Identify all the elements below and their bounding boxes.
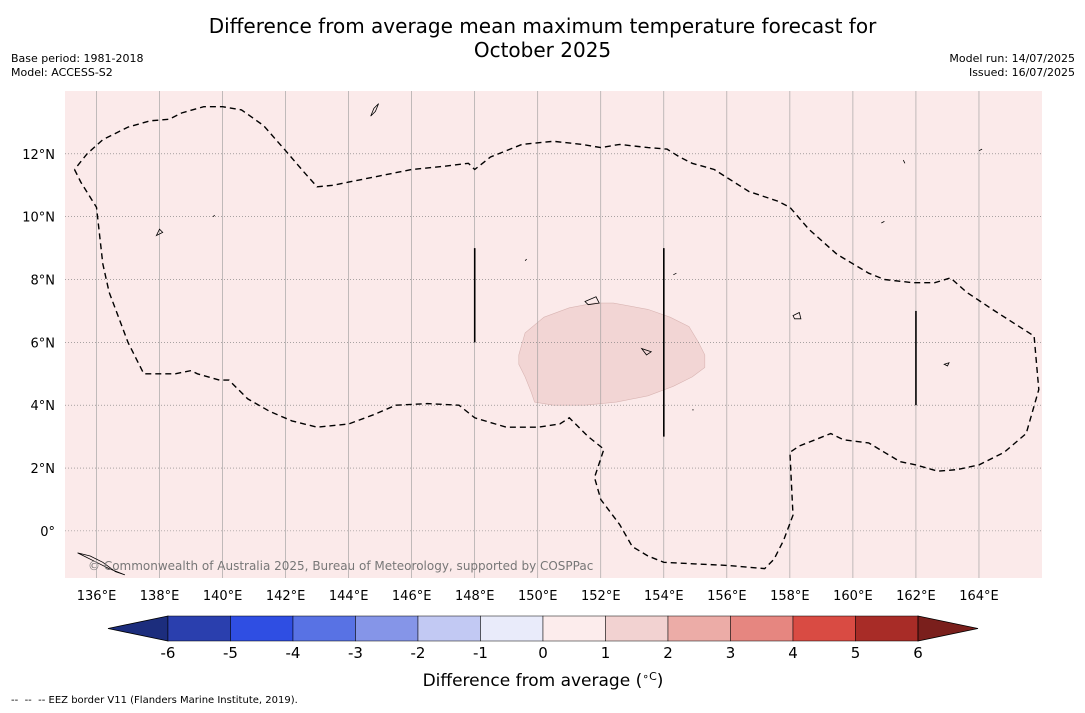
colorbar-tick-label: -6 [161,644,176,662]
colorbar-bin [730,615,794,642]
lon-tick-label: 160°E [833,589,873,604]
colorbar-bin [855,615,919,642]
lon-tick-label: 156°E [707,589,747,604]
colorbar-bin [355,615,419,642]
colorbar-tick-label: -2 [411,644,426,662]
lat-tick-label: 10°N [22,211,55,226]
model: Model: ACCESS-S2 [11,66,144,80]
colorbar-bin [167,615,231,642]
issued-value: 16/07/2025 [1011,66,1075,79]
title-line-2: October 2025 [473,38,612,62]
lat-tick-label: 0° [40,525,55,540]
colorbar-tick-label: -4 [286,644,301,662]
colorbar-tick-label: 3 [726,644,736,662]
lon-tick-label: 158°E [770,589,810,604]
island-islet-b [978,148,983,152]
colorbar-tick-label: 1 [601,644,611,662]
meta-right: Model run: 14/07/2025 Issued: 16/07/2025 [949,52,1075,80]
island-new-guinea-coast [77,552,126,576]
model-run-label: Model run: [949,52,1009,65]
lon-tick-label: 142°E [266,589,306,604]
colorbar-title-text: Difference from average ( [423,671,643,691]
island-pohnpei [792,311,802,320]
colorbar-bin [605,615,669,642]
model-label: Model: [11,66,48,79]
colorbar-extend-low [107,615,169,642]
base-period: Base period: 1981-2018 [11,52,144,66]
colorbar-tick-label: 4 [788,644,798,662]
model-value: ACCESS-S2 [51,66,113,79]
island-chuuk [584,296,600,306]
map-content: © Commonwealth of Australia 2025, Bureau… [65,91,1042,578]
colorbar-tick-label: -1 [473,644,488,662]
colorbar-tick-label: 6 [913,644,923,662]
map-panel: © Commonwealth of Australia 2025, Bureau… [65,91,1042,578]
base-period-label: Base period: [11,52,81,65]
lat-tick-label: 8°N [31,274,56,289]
model-run-value: 14/07/2025 [1011,52,1075,65]
colorbar-tick-label: -3 [348,644,363,662]
colorbar-tick-label: 2 [663,644,673,662]
issued-label: Issued: [968,66,1009,79]
colorbar-tick-label: 5 [851,644,861,662]
lon-tick-label: 150°E [518,589,558,604]
lon-tick-label: 146°E [392,589,432,604]
island-kapinga [640,347,653,356]
island-ulithi [212,214,215,217]
lon-tick-label: 144°E [329,589,369,604]
colorbar-tick-label: -5 [223,644,238,662]
axis-ticks: 136°E 138°E 140°E 142°E 144°E 146°E 148°E 150°E… [22,148,999,604]
island-islet-e [524,258,527,261]
colorbar-bin [292,615,356,642]
island-islet-a [673,272,677,276]
copyright-notice: © Commonwealth of Australia 2025, Bureau… [88,559,593,573]
colorbar-title-close: ) [657,671,664,691]
lon-tick-label: 164°E [959,589,999,604]
eez-border-line [73,105,1040,570]
lon-tick-label: 154°E [644,589,684,604]
lon-tick-label: 136°E [77,589,117,604]
island-islet-c [881,221,885,224]
warm-anomaly-region [518,302,706,406]
island-guam [370,103,379,117]
lat-tick-label: 4°N [31,399,56,414]
colorbar-unit: ∘C [642,670,657,683]
eez-footnote: -- -- -- EEZ border V11 (Flanders Marine… [11,695,298,706]
colorbar-bin [417,615,481,642]
lon-tick-label: 140°E [203,589,243,604]
lon-tick-label: 138°E [140,589,180,604]
lon-tick-label: 162°E [896,589,936,604]
colorbar-extend-high [917,615,979,642]
colorbar-bin [792,615,856,642]
colorbar-tick-label: 0 [538,644,548,662]
lon-tick-label: 152°E [581,589,621,604]
title-line-1: Difference from average mean maximum tem… [208,14,877,38]
island-islet-d [902,159,906,164]
lon-tick-label: 148°E [455,589,495,604]
model-run: Model run: 14/07/2025 [949,52,1075,66]
map-title: Difference from average mean maximum tem… [0,14,1085,62]
meta-left: Base period: 1981-2018 Model: ACCESS-S2 [11,52,144,80]
base-period-value: 1981-2018 [83,52,144,65]
island-palau-islet [155,228,164,237]
lat-tick-label: 12°N [22,148,55,163]
colorbar-title: Difference from average (∘C) [423,670,664,691]
colorbar-bin [480,615,544,642]
colorbar: -6 -5 -4 -3 -2 -1 0 1 2 3 4 5 6 [107,615,979,662]
colorbar-bin [542,615,606,642]
island-kosrae [943,362,950,367]
colorbar-bin [230,615,294,642]
issued: Issued: 16/07/2025 [949,66,1075,80]
lat-tick-label: 2°N [31,462,56,477]
colorbar-bin [667,615,731,642]
lat-tick-label: 6°N [31,336,56,351]
